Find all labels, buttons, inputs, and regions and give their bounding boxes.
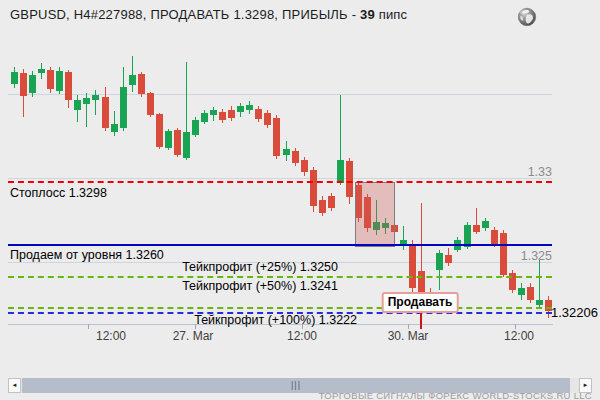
candle-body	[418, 271, 425, 293]
candle-body	[47, 70, 54, 89]
candle-body	[228, 110, 235, 118]
candle-body	[246, 105, 253, 110]
price-gridline	[8, 178, 552, 179]
candle-body	[301, 160, 308, 172]
sell-level-line	[8, 244, 552, 246]
candle-body	[283, 149, 290, 155]
candle-body	[328, 196, 335, 208]
candle-body	[92, 95, 99, 100]
candle-body	[346, 161, 353, 197]
current-price-label: 1.32206	[551, 305, 598, 320]
candle-body	[129, 75, 136, 85]
time-axis-label: 12:00	[96, 329, 126, 343]
candle-body	[409, 245, 416, 288]
footer-brand-text: ТОРГОВЫЕ СИГНАЛЫ ФОРЕКС WORLD-STOCKS.RU …	[319, 390, 592, 400]
candle-wick	[132, 56, 133, 92]
candle-body	[445, 255, 452, 263]
candle-body	[38, 69, 45, 73]
candle-body	[74, 100, 81, 110]
takeprofit50-label: Тейкпрофит (+50%) 1.3241	[138, 279, 338, 293]
time-axis-label: 12:00	[504, 329, 534, 343]
candle-body	[83, 98, 90, 104]
signal-zone-box	[355, 182, 395, 248]
candle-body	[219, 112, 226, 120]
candle-body	[482, 221, 489, 228]
time-axis-tick	[88, 324, 89, 329]
scroll-left-arrow-icon[interactable]: ◄	[8, 378, 21, 393]
candle-body	[536, 300, 543, 305]
takeprofit100-line	[8, 307, 552, 309]
price-gridline	[8, 94, 552, 95]
candle-body	[255, 109, 262, 119]
candle-body	[174, 130, 181, 155]
candle-wick	[403, 226, 404, 250]
takeprofit50-line	[8, 276, 552, 278]
candle-body	[111, 124, 118, 132]
candle-body	[319, 200, 326, 213]
takeprofit100-label: Тейкпрофит (+100%) 1.3222	[157, 313, 357, 327]
candle-body	[11, 72, 18, 84]
candle-body	[210, 110, 217, 115]
price-axis-label: 1.325	[492, 249, 552, 263]
candle-body	[201, 113, 208, 122]
candlestick-chart: 12:00 27. Mar 12:00 30. Mar 12:00 Стоплосс 1.…	[0, 0, 600, 400]
stoploss-line	[8, 181, 552, 183]
trading-signal-window: GBPUSD, H4#227988, ПРОДАВАТЬ 1.3298, ПРИ…	[0, 0, 600, 400]
candle-body	[120, 87, 127, 128]
candle-body	[491, 230, 498, 245]
time-axis-label: 30. Mar	[388, 329, 429, 343]
candle-body	[29, 75, 36, 93]
price-axis-label: 1.33	[492, 165, 552, 179]
candle-body	[156, 114, 163, 147]
candle-body	[20, 73, 27, 96]
candle-body	[65, 72, 72, 100]
candle-wick	[95, 90, 96, 115]
stoploss-label: Стоплосс 1.3298	[10, 186, 107, 200]
candle-body	[292, 151, 299, 163]
candle-body	[237, 106, 244, 112]
candle-body	[165, 131, 172, 148]
candle-body	[264, 113, 271, 125]
sell-signal-button[interactable]: Продавать	[382, 292, 459, 313]
candle-body	[518, 288, 525, 295]
time-axis-label: 12:00	[287, 329, 317, 343]
candle-body	[183, 132, 190, 158]
candle-body	[310, 170, 317, 206]
candle-body	[527, 287, 534, 300]
time-axis-label: 27. Mar	[173, 329, 214, 343]
candle-body	[102, 97, 109, 128]
candle-body	[436, 253, 443, 270]
candle-body	[192, 120, 199, 135]
candle-body	[273, 118, 280, 156]
candle-body	[147, 93, 154, 115]
candle-body	[473, 225, 480, 232]
candle-body	[138, 74, 145, 94]
takeprofit25-label: Тейкпрофит (+25%) 1.3250	[138, 260, 338, 274]
candle-body	[56, 71, 63, 91]
